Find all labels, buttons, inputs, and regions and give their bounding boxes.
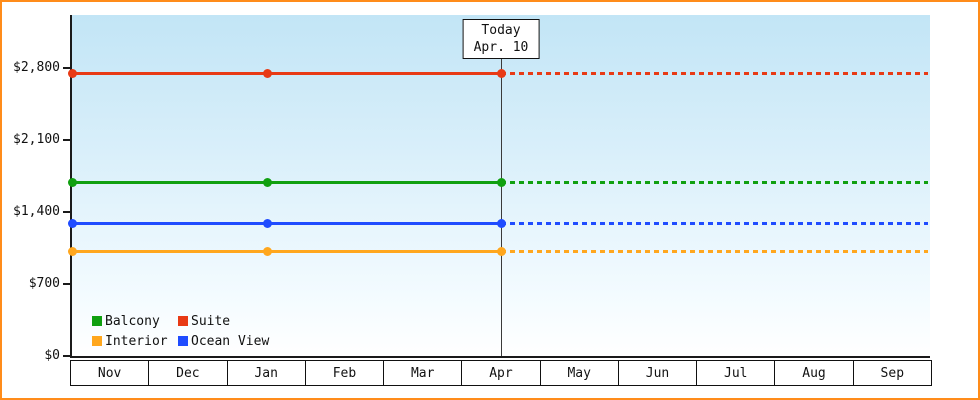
y-axis-label: $2,800 — [13, 60, 60, 75]
data-point-dot — [262, 246, 272, 256]
x-axis-month-sep: Sep — [880, 365, 905, 381]
legend-item-balcony: Balcony — [92, 311, 178, 331]
data-point-dot — [262, 178, 272, 188]
x-axis-month-jun: Jun — [619, 361, 698, 385]
series-line-balcony — [72, 181, 501, 185]
series-line-interior — [72, 249, 501, 253]
y-axis-label: $2,100 — [13, 132, 60, 147]
x-axis-month-aug: Aug — [775, 361, 854, 385]
today-date: Apr. 10 — [473, 40, 529, 55]
data-point-dot — [67, 219, 77, 229]
series-line-ocean-view — [72, 222, 501, 226]
legend-item-interior: Interior — [92, 331, 178, 351]
data-point-dot — [262, 219, 272, 229]
today-vertical-line — [500, 57, 502, 356]
y-axis-label: $1,400 — [13, 204, 60, 219]
plot-area: Balcony Suite Interior Ocean View — [67, 15, 930, 358]
y-axis-tick — [63, 139, 70, 141]
x-axis-month-jan: Jan — [228, 361, 306, 385]
legend-swatch-icon — [92, 336, 102, 346]
y-axis-tick — [63, 283, 70, 285]
series-projection-ocean-view — [501, 222, 928, 226]
series-projection-suite — [501, 71, 928, 75]
data-point-dot — [496, 68, 506, 78]
series-projection-balcony — [501, 181, 928, 185]
x-axis-month-may: May — [541, 361, 619, 385]
data-point-dot — [262, 68, 272, 78]
y-axis-tick — [63, 67, 70, 69]
legend-swatch-icon — [178, 336, 188, 346]
legend-label: Ocean View — [191, 333, 270, 349]
y-axis-tick — [63, 211, 70, 213]
x-axis: Nov Dec Jan Feb Mar Apr May Jun Jul Aug Sep — [70, 360, 932, 386]
data-point-dot — [67, 68, 77, 78]
x-axis-month-apr: Apr — [462, 361, 541, 385]
legend-swatch-icon — [178, 316, 188, 326]
legend-swatch-icon — [92, 316, 102, 326]
today-label: Today — [481, 23, 521, 38]
y-axis-tick — [63, 355, 70, 357]
data-point-dot — [67, 246, 77, 256]
x-axis-month-jul: Jul — [697, 361, 776, 385]
today-box: Today Apr. 10 — [462, 19, 540, 59]
series-line-suite — [72, 71, 501, 75]
legend-label: Balcony — [105, 313, 160, 329]
legend-item-ocean-view: Ocean View — [178, 331, 269, 351]
legend-label: Suite — [191, 313, 231, 329]
data-point-dot — [496, 178, 506, 188]
legend: Balcony Suite Interior Ocean View — [92, 311, 269, 351]
legend-label: Interior — [105, 333, 168, 349]
x-axis-month-feb: Feb — [306, 361, 385, 385]
data-point-dot — [67, 178, 77, 188]
data-point-dot — [496, 219, 506, 229]
data-point-dot — [496, 246, 506, 256]
x-axis-month-nov: Nov — [71, 361, 150, 385]
y-axis-label: $0 — [44, 348, 60, 363]
legend-item-suite: Suite — [178, 311, 269, 331]
series-projection-interior — [501, 249, 928, 253]
y-axis-label: $700 — [28, 276, 60, 291]
x-axis-month-mar: Mar — [384, 361, 463, 385]
x-axis-month-dec: Dec — [149, 361, 228, 385]
